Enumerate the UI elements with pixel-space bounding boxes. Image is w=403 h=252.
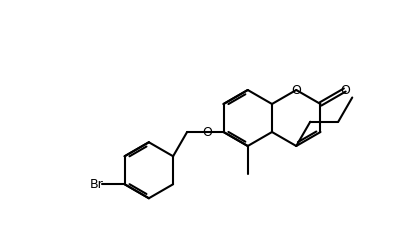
Text: O: O bbox=[340, 83, 350, 97]
Text: O: O bbox=[202, 125, 212, 139]
Text: O: O bbox=[291, 83, 301, 97]
Text: Br: Br bbox=[90, 178, 104, 191]
